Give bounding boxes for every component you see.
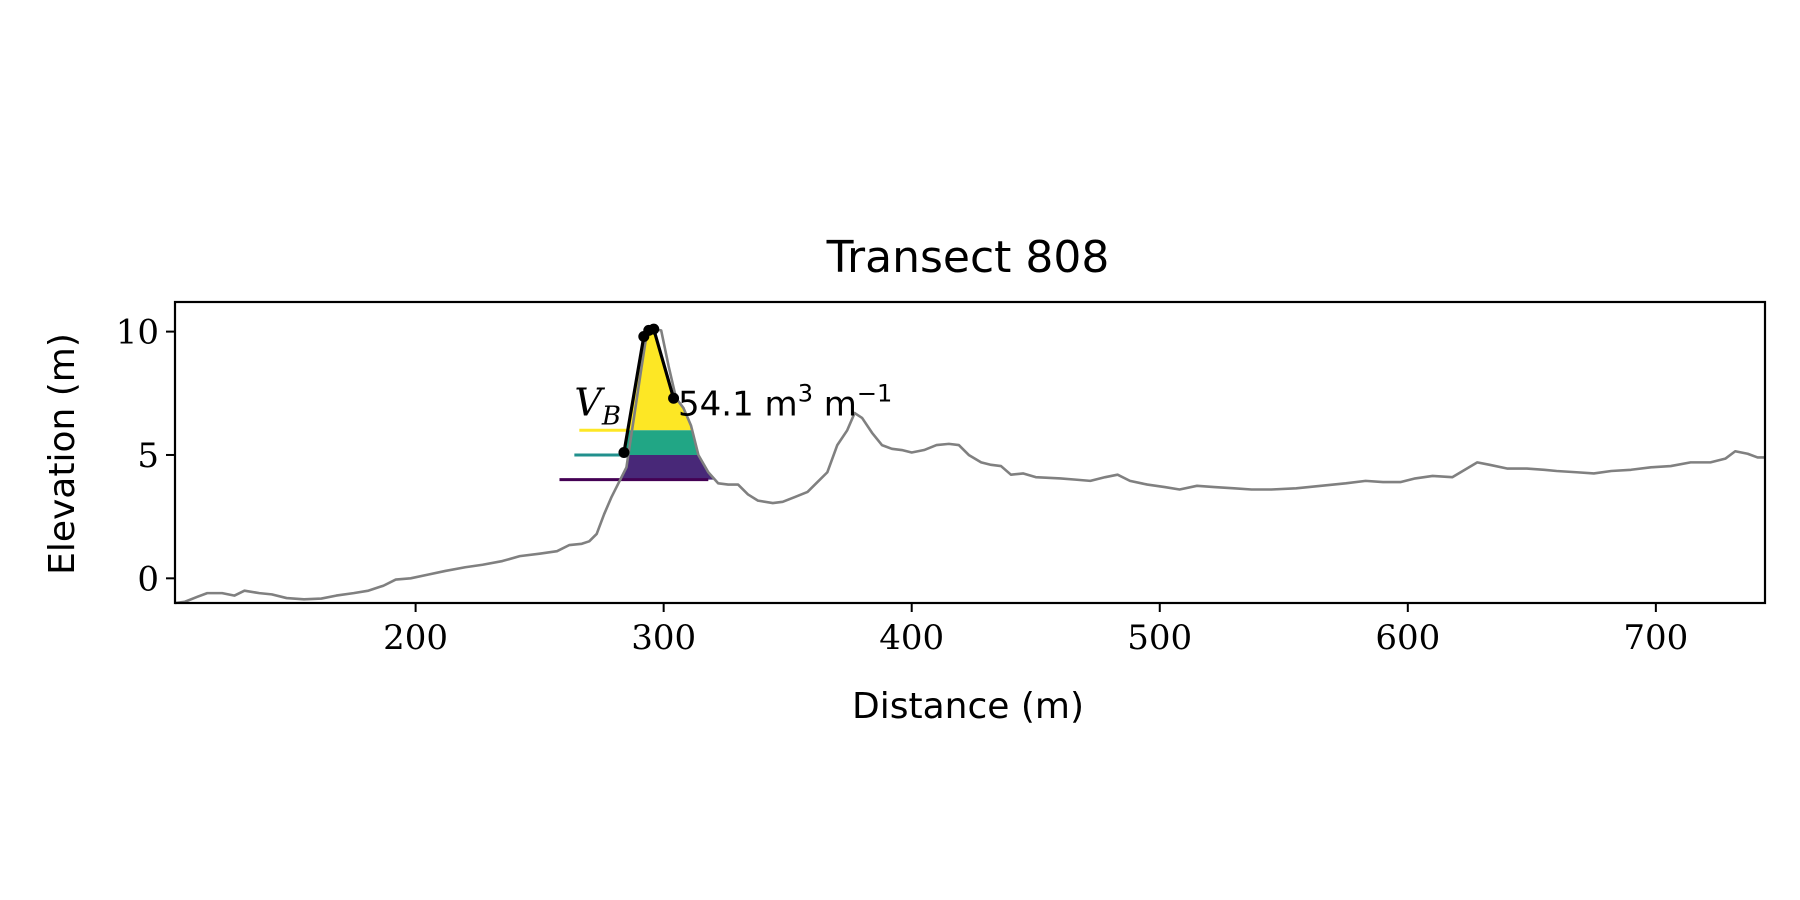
x-tick-label: 600 bbox=[1375, 618, 1440, 658]
dune-point-5 bbox=[668, 392, 680, 404]
vb-label: VB bbox=[574, 380, 621, 431]
dune-point-1 bbox=[618, 447, 630, 458]
y-tick-label: 0 bbox=[137, 559, 159, 599]
chart-title: Transect 808 bbox=[826, 232, 1110, 283]
profile-line bbox=[174, 327, 1765, 605]
x-tick-label: 300 bbox=[631, 618, 696, 658]
dune-point-4 bbox=[648, 323, 660, 335]
x-tick-label: 500 bbox=[1127, 618, 1192, 658]
volume-label: 54.1 m3 m−1 bbox=[678, 379, 892, 424]
annotations: VB 54.1 m3 m−1 bbox=[574, 379, 892, 431]
x-tick-label: 700 bbox=[1623, 618, 1688, 658]
plot-frame bbox=[173, 300, 1767, 605]
x-tick-label: 200 bbox=[383, 618, 448, 658]
y-axis-label: Elevation (m) bbox=[42, 333, 83, 575]
volume-band-3 bbox=[620, 454, 715, 480]
x-axis-label: Distance (m) bbox=[852, 686, 1084, 727]
axis-ticks: 200 300 400 500 600 700 0 5 10 bbox=[116, 313, 1689, 658]
plot-area bbox=[174, 323, 1765, 605]
y-tick-label: 5 bbox=[137, 436, 159, 476]
y-tick-label: 10 bbox=[116, 313, 159, 353]
volume-band-2 bbox=[624, 430, 699, 455]
x-tick-label: 400 bbox=[879, 618, 944, 658]
